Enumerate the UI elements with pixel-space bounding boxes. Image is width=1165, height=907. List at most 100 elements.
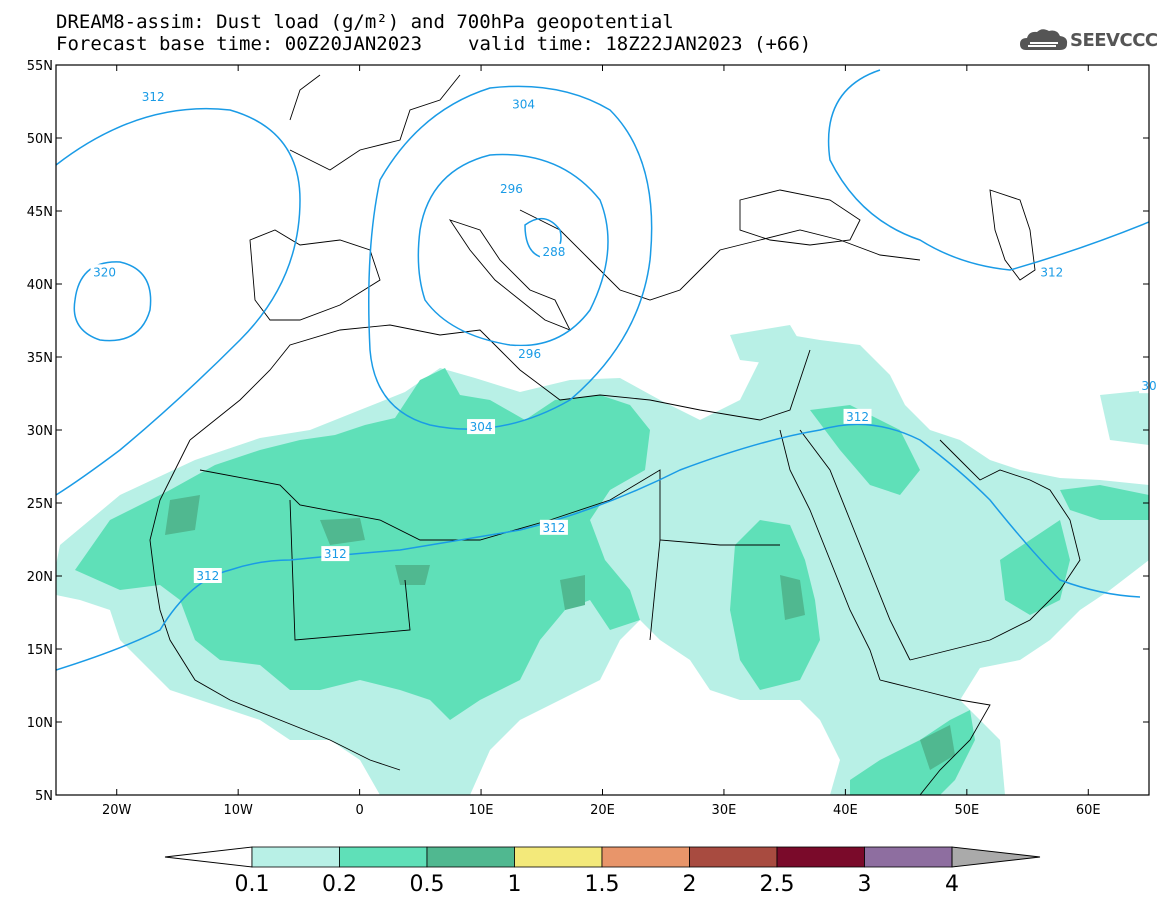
colorbar-segment xyxy=(514,846,603,868)
lon-label: 20W xyxy=(102,803,132,818)
lon-label: 30E xyxy=(712,803,737,818)
dust-region-light-3 xyxy=(730,325,805,365)
lon-label: 60E xyxy=(1076,803,1101,818)
contour-label-bg xyxy=(539,519,568,535)
contour-label: 312 xyxy=(196,569,219,583)
contour-label: 304 xyxy=(470,420,493,434)
colorbar-label: 0.2 xyxy=(322,872,357,897)
colorbar-segment xyxy=(689,846,778,868)
contour-label-bg xyxy=(1037,264,1066,280)
coast-horn-africa xyxy=(879,679,991,795)
colorbar-label: 1.5 xyxy=(585,872,620,897)
colorbar-label: 2.5 xyxy=(760,872,795,897)
lon-label: 0 xyxy=(355,803,363,818)
dust-region-dark-2 xyxy=(395,565,430,585)
lat-label: 40N xyxy=(27,278,53,293)
longitude-labels: 20W 10W 0 10E 20E 30E 40E 50E 60E xyxy=(102,803,1101,818)
dust-region-dark-5 xyxy=(165,495,200,535)
dust-region-medium-6 xyxy=(810,405,920,495)
contour-label-bg xyxy=(193,568,222,583)
contour-label: 304 xyxy=(512,97,535,111)
coast-europe xyxy=(249,74,461,321)
contour-312-east xyxy=(827,69,1149,271)
dust-region-medium-5 xyxy=(1060,485,1149,520)
coast-arabia xyxy=(909,439,1081,661)
lat-label: 55N xyxy=(27,59,53,74)
dust-region-medium xyxy=(75,368,650,720)
contour-label-bg xyxy=(539,243,568,259)
contour-label: 288 xyxy=(542,245,565,259)
map-title: DREAM8-assim: Dust load (g/m²) and 700hP… xyxy=(56,11,674,33)
contour-label-bg xyxy=(321,546,350,562)
coast-west-africa xyxy=(149,439,401,771)
colorbar-label: 0.5 xyxy=(410,872,445,897)
colorbar-segment xyxy=(864,846,953,868)
contour-label: 312 xyxy=(542,521,565,535)
colorbar-segment xyxy=(601,846,690,868)
colorbar-label: 3 xyxy=(858,872,872,897)
map-subtitle: Forecast base time: 00Z20JAN2023 valid ti… xyxy=(56,34,811,54)
dust-region-dark xyxy=(320,518,365,545)
lat-label: 15N xyxy=(27,643,53,658)
colorbar-label: 4 xyxy=(945,872,959,897)
lon-label: 40E xyxy=(833,803,858,818)
seevccc-logo: SEEVCCC xyxy=(1018,26,1158,56)
contours xyxy=(56,69,1149,671)
coast-italy xyxy=(448,219,571,331)
contour-label: 296 xyxy=(518,347,541,361)
contour-label-bg xyxy=(509,96,538,112)
lat-label: 5N xyxy=(35,789,53,804)
lat-label: 50N xyxy=(27,132,53,147)
coast-red-sea xyxy=(779,429,911,681)
contour-296 xyxy=(417,153,609,347)
lon-label: 10E xyxy=(469,803,494,818)
contour-label: 312 xyxy=(324,547,347,561)
coast-caspian xyxy=(989,189,1036,281)
lon-label: 50E xyxy=(954,803,979,818)
contour-label-bg xyxy=(843,408,872,424)
colorbar-segment xyxy=(251,846,340,868)
dust-region-medium-2 xyxy=(730,520,820,690)
colorbar-low-arrow xyxy=(164,846,253,868)
contour-312-south xyxy=(56,423,1141,671)
contour-label: 312 xyxy=(142,90,165,104)
lat-label: 35N xyxy=(27,351,53,366)
coast-north-africa xyxy=(189,324,811,441)
colorbar-label: 2 xyxy=(683,872,697,897)
colorbar-segment xyxy=(426,846,515,868)
colorbar-segment xyxy=(776,846,865,868)
contour-label-bg xyxy=(139,89,168,105)
latitude-labels: 55N 50N 45N 40N 35N 30N 25N 20N 15N 10N 5N xyxy=(27,59,53,804)
valid-time: valid time: 18Z22JAN2023 (+66) xyxy=(468,33,812,55)
lat-label: 30N xyxy=(27,424,53,439)
lat-label: 45N xyxy=(27,205,53,220)
coastlines xyxy=(149,74,1081,795)
logo-text: SEEVCCC xyxy=(1070,30,1158,51)
contour-label-bg xyxy=(515,346,544,362)
border-lines xyxy=(199,469,780,641)
lon-label: 20E xyxy=(590,803,615,818)
contour-label-bg xyxy=(497,181,526,197)
lon-label: 10W xyxy=(223,803,253,818)
dust-region-medium-3 xyxy=(1000,520,1070,615)
colorbar: 0.1 0.2 0.5 1 1.5 2 2.5 3 4 xyxy=(164,846,1041,897)
dust-layer xyxy=(56,325,1149,795)
contour-312-north xyxy=(56,107,301,496)
colorbar-label: 1 xyxy=(508,872,522,897)
contour-label: 312 xyxy=(846,410,869,424)
contour-label: 320 xyxy=(93,265,116,279)
contour-304 xyxy=(368,85,653,430)
lat-label: 20N xyxy=(27,570,53,585)
contour-label: 296 xyxy=(500,182,523,196)
dust-region-dark-3 xyxy=(560,575,585,610)
contour-label: 312 xyxy=(1040,265,1063,279)
cloud-icon xyxy=(1020,29,1068,50)
coast-black-sea xyxy=(739,189,861,246)
lat-label: 10N xyxy=(27,716,53,731)
base-time: Forecast base time: 00Z20JAN2023 xyxy=(56,33,423,55)
contour-label-bg xyxy=(467,419,496,435)
dust-region-dark-4 xyxy=(780,575,805,620)
colorbar-high-arrow xyxy=(951,846,1041,868)
